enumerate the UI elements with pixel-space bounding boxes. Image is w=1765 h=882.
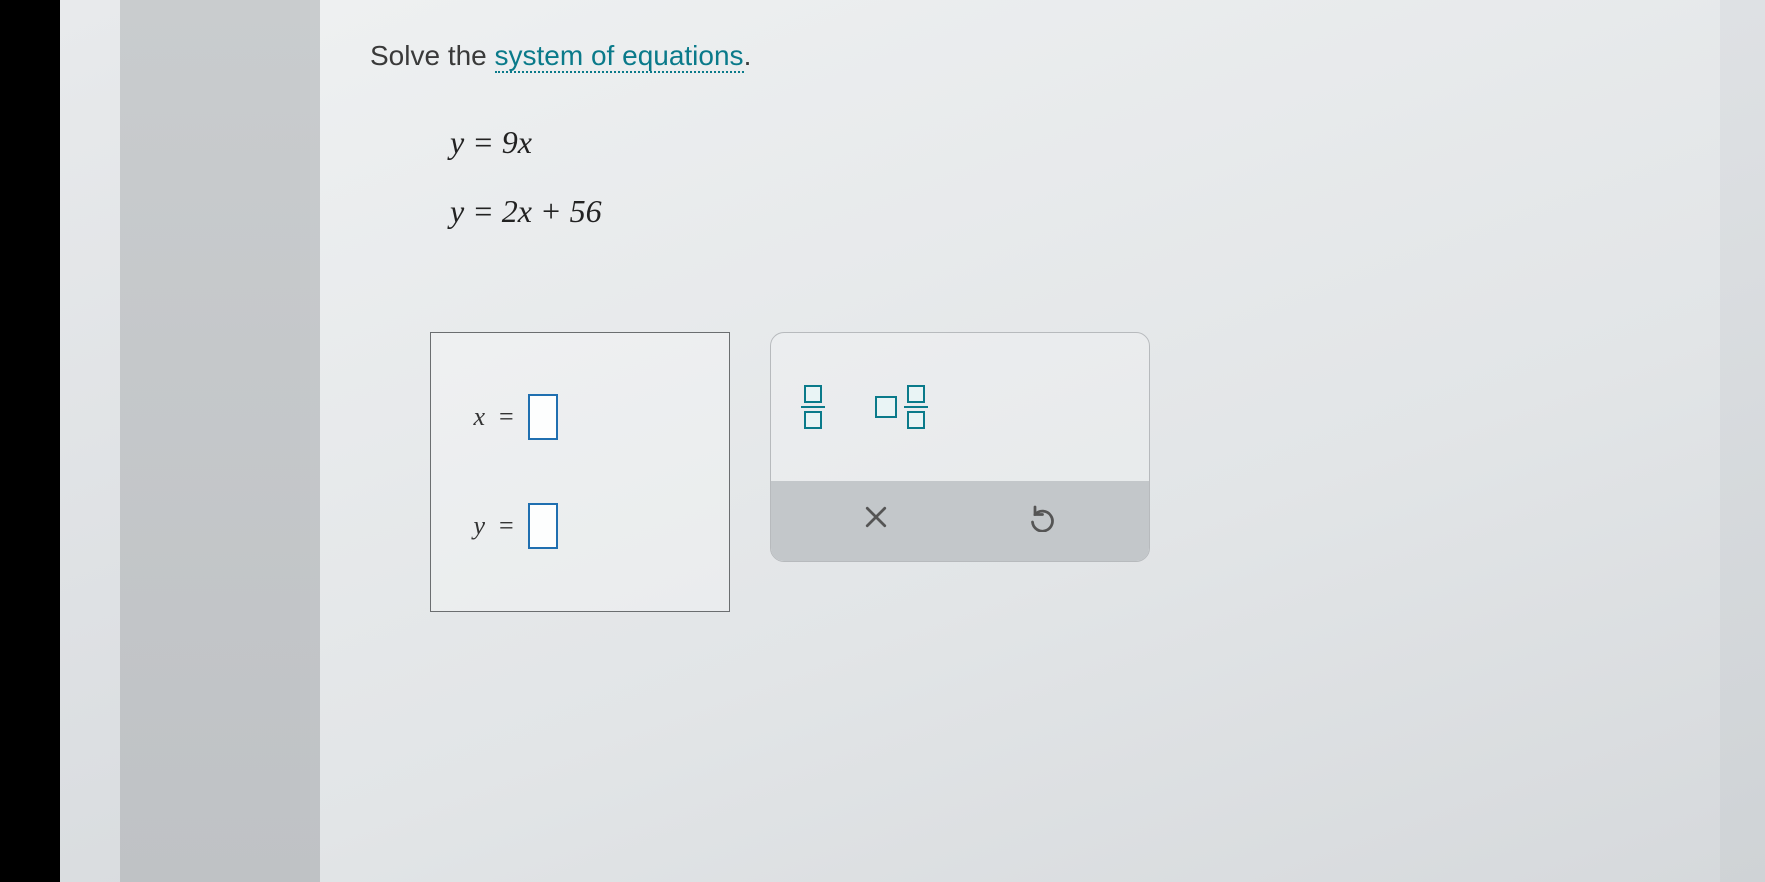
mixed-number-button[interactable] [875, 385, 928, 429]
fraction-icon [801, 385, 825, 429]
x-input[interactable] [528, 394, 558, 440]
prompt-prefix: Solve the [370, 40, 495, 71]
prompt-text: Solve the system of equations. [370, 40, 1670, 72]
equation-2: y = 2x + 56 [450, 181, 1670, 242]
answer-box: x = y = [430, 332, 730, 612]
var-x: x [461, 402, 485, 432]
tool-bottom-row [771, 481, 1149, 561]
mixed-whole-icon [875, 396, 897, 418]
clear-button[interactable] [852, 497, 900, 545]
answer-row-x: x = [461, 394, 699, 440]
y-input[interactable] [528, 503, 558, 549]
screen-area: Solve the system of equations. y = 9x y … [60, 0, 1765, 882]
undo-button[interactable] [1021, 497, 1069, 545]
fraction-button[interactable] [801, 385, 825, 429]
answer-area: x = y = [430, 332, 1670, 612]
equation-1: y = 9x [450, 112, 1670, 173]
mixed-fraction-icon [904, 385, 928, 429]
equation-block: y = 9x y = 2x + 56 [450, 112, 1670, 242]
var-y: y [461, 511, 485, 541]
system-of-equations-link[interactable]: system of equations [495, 40, 744, 73]
tool-top-row [771, 333, 1149, 481]
eq-sign-y: = [499, 511, 514, 541]
eq-sign-x: = [499, 402, 514, 432]
question-content: Solve the system of equations. y = 9x y … [320, 0, 1720, 882]
close-icon [861, 502, 891, 540]
answer-row-y: y = [461, 503, 699, 549]
tool-panel [770, 332, 1150, 562]
undo-icon [1030, 502, 1060, 540]
prompt-suffix: . [744, 40, 752, 71]
